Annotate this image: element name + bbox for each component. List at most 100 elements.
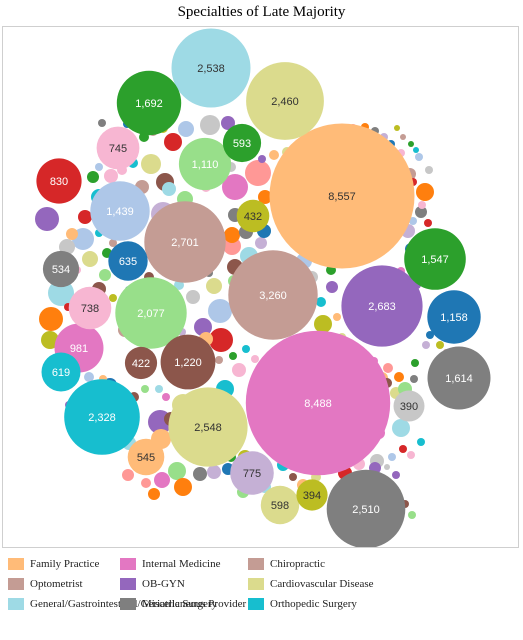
bubble-1547[interactable] <box>404 228 466 290</box>
small-bubble[interactable] <box>388 453 396 461</box>
small-bubble[interactable] <box>141 154 161 174</box>
small-bubble[interactable] <box>416 183 434 201</box>
bubble-2460[interactable] <box>246 62 324 140</box>
small-bubble[interactable] <box>400 134 406 140</box>
small-bubble[interactable] <box>232 363 246 377</box>
small-bubble[interactable] <box>168 462 186 480</box>
small-bubble[interactable] <box>326 281 338 293</box>
small-bubble[interactable] <box>186 290 200 304</box>
bubble-390[interactable] <box>393 390 425 422</box>
bubble-593[interactable] <box>222 123 262 163</box>
small-bubble[interactable] <box>155 385 163 393</box>
small-bubble[interactable] <box>333 313 341 321</box>
small-bubble[interactable] <box>206 278 222 294</box>
bubble-2510[interactable] <box>326 469 406 547</box>
small-bubble[interactable] <box>87 171 99 183</box>
small-bubble[interactable] <box>148 488 160 500</box>
small-bubble[interactable] <box>229 352 237 360</box>
small-bubble[interactable] <box>200 115 220 135</box>
bubble-1110[interactable] <box>178 137 232 191</box>
bubble-422[interactable] <box>124 346 158 380</box>
bubble-635[interactable] <box>108 241 148 281</box>
small-bubble[interactable] <box>109 294 117 302</box>
small-bubble[interactable] <box>59 239 75 255</box>
bubble-1692[interactable] <box>116 70 182 136</box>
small-bubble[interactable] <box>415 206 427 218</box>
small-bubble[interactable] <box>255 237 267 249</box>
bubble-830[interactable] <box>36 158 82 204</box>
small-bubble[interactable] <box>316 297 326 307</box>
bubble-8557[interactable] <box>269 123 415 269</box>
small-bubble[interactable] <box>164 133 182 151</box>
small-bubble[interactable] <box>224 227 240 243</box>
bubble-775[interactable] <box>230 451 274 495</box>
bubble-534[interactable] <box>42 250 80 288</box>
small-bubble[interactable] <box>399 445 407 453</box>
small-bubble[interactable] <box>41 331 59 349</box>
small-bubble[interactable] <box>99 269 111 281</box>
small-bubble[interactable] <box>394 372 404 382</box>
bubble-745[interactable] <box>96 126 140 170</box>
small-bubble[interactable] <box>78 210 92 224</box>
small-bubble[interactable] <box>245 160 271 186</box>
small-bubble[interactable] <box>426 331 434 339</box>
small-bubble[interactable] <box>84 372 94 382</box>
small-bubble[interactable] <box>194 318 212 336</box>
bubble-2683[interactable] <box>341 265 423 347</box>
small-bubble[interactable] <box>383 363 393 373</box>
small-bubble[interactable] <box>242 345 250 353</box>
bubble-545[interactable] <box>127 438 165 476</box>
bubble-8488[interactable] <box>245 330 391 476</box>
small-bubble[interactable] <box>258 155 266 163</box>
small-bubble[interactable] <box>215 356 223 364</box>
small-bubble[interactable] <box>162 182 176 196</box>
small-bubble[interactable] <box>407 451 415 459</box>
bubble-598[interactable] <box>260 485 300 525</box>
small-bubble[interactable] <box>66 228 78 240</box>
small-bubble[interactable] <box>408 141 414 147</box>
bubble-432[interactable] <box>236 199 270 233</box>
small-bubble[interactable] <box>384 464 390 470</box>
small-bubble[interactable] <box>141 478 151 488</box>
small-bubble[interactable] <box>269 150 279 160</box>
small-bubble[interactable] <box>178 121 194 137</box>
small-bubble[interactable] <box>392 419 410 437</box>
small-bubble[interactable] <box>207 465 221 479</box>
bubble-2538[interactable] <box>171 28 251 108</box>
small-bubble[interactable] <box>141 385 149 393</box>
small-bubble[interactable] <box>408 511 416 519</box>
bubble-2328[interactable] <box>64 379 140 455</box>
small-bubble[interactable] <box>39 307 63 331</box>
small-bubble[interactable] <box>413 147 419 153</box>
small-bubble[interactable] <box>251 355 259 363</box>
small-bubble[interactable] <box>82 251 98 267</box>
small-bubble[interactable] <box>222 174 248 200</box>
small-bubble[interactable] <box>422 341 430 349</box>
small-bubble[interactable] <box>425 166 433 174</box>
bubble-619[interactable] <box>41 352 81 392</box>
small-bubble[interactable] <box>208 299 232 323</box>
small-bubble[interactable] <box>394 125 400 131</box>
small-bubble[interactable] <box>258 190 272 204</box>
small-bubble[interactable] <box>289 473 297 481</box>
small-bubble[interactable] <box>417 438 425 446</box>
small-bubble[interactable] <box>409 217 417 225</box>
bubble-1439[interactable] <box>90 181 150 241</box>
bubble-2548[interactable] <box>168 387 248 467</box>
small-bubble[interactable] <box>98 119 106 127</box>
small-bubble[interactable] <box>221 116 235 130</box>
small-bubble[interactable] <box>162 393 170 401</box>
small-bubble[interactable] <box>314 315 332 333</box>
small-bubble[interactable] <box>48 280 74 306</box>
bubble-1220[interactable] <box>160 334 216 390</box>
bubble-1158[interactable] <box>427 290 481 344</box>
bubble-1614[interactable] <box>427 346 491 410</box>
small-bubble[interactable] <box>418 201 426 209</box>
bubble-2701[interactable] <box>144 201 226 283</box>
small-bubble[interactable] <box>174 478 192 496</box>
small-bubble[interactable] <box>410 375 418 383</box>
small-bubble[interactable] <box>154 472 170 488</box>
small-bubble[interactable] <box>193 467 207 481</box>
small-bubble[interactable] <box>209 328 233 352</box>
small-bubble[interactable] <box>122 469 134 481</box>
